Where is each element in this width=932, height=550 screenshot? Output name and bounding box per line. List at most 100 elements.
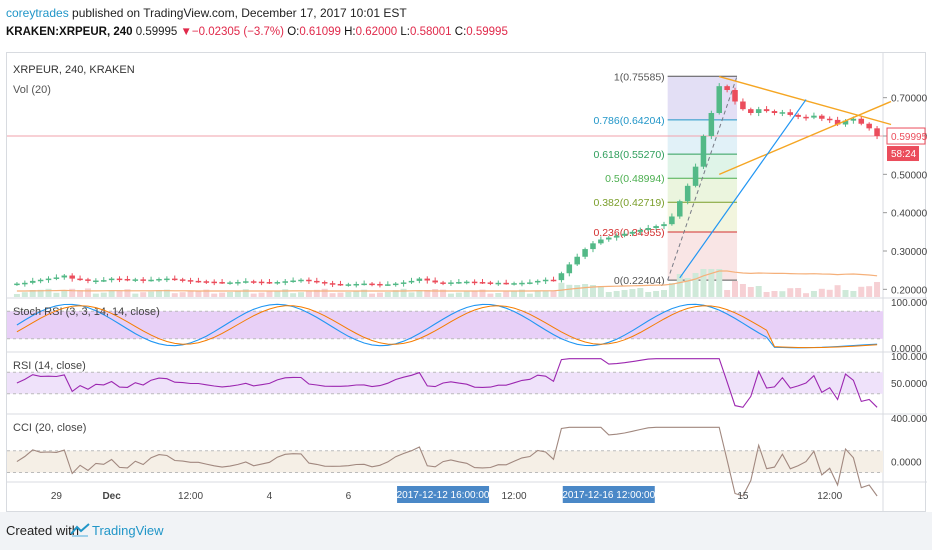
volume-bar [250, 293, 257, 297]
tradingview-brand[interactable]: TradingView [92, 523, 164, 538]
candle-body [108, 278, 115, 281]
crosshair-date-box [397, 486, 490, 503]
main-pane-title: XRPEUR, 240, KRAKEN [13, 64, 135, 76]
candle-body [606, 237, 612, 240]
candle-body [456, 282, 462, 284]
indicator-y-tick-label: 0.0000 [891, 344, 922, 355]
volume-bar [274, 290, 281, 297]
candle-body [93, 280, 99, 283]
y-tick-label: 0.70000 [891, 94, 927, 105]
volume-bar [708, 269, 715, 297]
chart-canvas[interactable]: 0.700000.600000.500000.400000.300000.200… [7, 53, 927, 513]
volume-bar [621, 290, 628, 297]
volume-bar [211, 293, 218, 297]
volume-bar [850, 291, 857, 297]
volume-bar [369, 293, 376, 297]
candle-body [503, 282, 509, 285]
candle-body [527, 282, 533, 284]
candle-body [598, 239, 604, 244]
candle-body [637, 229, 644, 232]
volume-bar [834, 285, 841, 297]
candle-body [392, 283, 399, 286]
candle-body [314, 280, 320, 283]
publish-text: published on TradingView.com, December 1… [68, 6, 407, 20]
volume-bar [179, 292, 186, 297]
candle-body [582, 249, 588, 257]
y-tick-label: 0.20000 [891, 285, 927, 296]
volume-bar [487, 293, 494, 297]
candle-body [487, 282, 494, 284]
candle-body [408, 280, 415, 283]
volume-bar [597, 286, 604, 297]
volume-bar [637, 288, 644, 297]
fib-level-label: 0.786(0.64204) [593, 115, 664, 127]
open-label: O: [287, 26, 300, 38]
candle-body [566, 264, 573, 274]
chart-area[interactable]: 0.700000.600000.500000.400000.300000.200… [6, 52, 927, 513]
candle-body [156, 278, 162, 281]
x-tick-label: 12:00 [502, 491, 527, 502]
fib-diagonal-line [667, 76, 738, 281]
volume-bar [629, 289, 636, 297]
volume-bar [550, 290, 557, 297]
candle-body [416, 278, 423, 281]
candle-body [353, 283, 360, 286]
candle-body [369, 283, 375, 286]
volume-bar [219, 292, 226, 297]
candle-body [440, 282, 446, 284]
candle-body [613, 235, 620, 238]
candle-body [243, 281, 249, 283]
volume-bar [542, 290, 549, 297]
volume-bar [305, 290, 312, 297]
candle-body [400, 282, 407, 284]
candle-body [700, 136, 707, 167]
volume-bar [345, 292, 352, 297]
candle-body [14, 283, 20, 286]
indicator-y-tick-label: 50.0000 [891, 379, 927, 390]
candle-body [250, 281, 257, 283]
fib-level-label: 0.382(0.42719) [593, 197, 664, 209]
volume-bar [290, 293, 297, 297]
candle-body [677, 201, 683, 217]
indicator-title: Stoch RSI (3, 3, 14, 14, close) [13, 306, 160, 318]
chart-header: coreytrades published on TradingView.com… [0, 0, 932, 46]
candle-body [85, 279, 91, 281]
volume-bar [400, 288, 407, 297]
volume-bar [53, 292, 60, 297]
candle-body [550, 279, 557, 282]
volume-bar [432, 289, 439, 297]
candle-body [45, 278, 52, 281]
fib-zone-band [667, 76, 738, 120]
volume-bar [13, 294, 20, 297]
high-label: H: [344, 26, 356, 38]
volume-bar [29, 290, 36, 297]
candle-body [195, 280, 202, 283]
volume-bar [700, 269, 707, 297]
volume-bar [416, 290, 423, 297]
stoch-signal-line [16, 305, 878, 349]
price-change: −0.02305 (−3.7%) [191, 26, 284, 38]
volume-bar [566, 284, 573, 297]
countdown-label: 58:24 [891, 149, 916, 160]
candle-body [266, 282, 273, 284]
candle-body [842, 120, 849, 125]
indicator-title: RSI (14, close) [13, 360, 86, 372]
volume-bar [534, 291, 541, 297]
high-value: 0.62000 [355, 26, 398, 38]
triangle-lower-line [718, 100, 892, 175]
crosshair-date-label: 2017-12-12 16:00:00 [397, 490, 490, 501]
candle-body [69, 275, 75, 279]
volume-bar [842, 290, 849, 297]
candle-body [692, 166, 699, 186]
volume-bar [661, 290, 667, 297]
volume-bar [337, 292, 344, 297]
volume-bar [313, 289, 320, 297]
volume-bar [818, 288, 825, 297]
crosshair-date-box [562, 486, 655, 503]
candle-body [574, 256, 580, 265]
volume-bar [242, 289, 249, 297]
author-link[interactable]: coreytrades [6, 6, 69, 20]
candle-body [329, 283, 336, 285]
candle-body [495, 282, 502, 285]
candle-body [795, 114, 801, 117]
